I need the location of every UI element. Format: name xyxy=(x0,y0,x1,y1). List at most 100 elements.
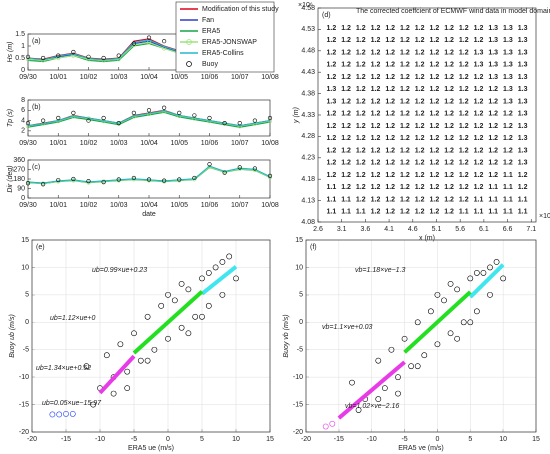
series-marker xyxy=(101,115,106,121)
y-tick-label: 10 xyxy=(21,264,29,271)
fit-line xyxy=(337,360,406,420)
x-tick-label: 7.1 xyxy=(526,226,536,233)
x-tick-label: 4.1 xyxy=(384,226,394,233)
cell-value: 1.2 xyxy=(429,49,439,56)
cell-value: 1.1 xyxy=(488,196,498,203)
point xyxy=(226,253,233,260)
annotation: ub=0.05×ue−15.97 xyxy=(42,400,102,407)
cell-value: 1.3 xyxy=(518,98,528,105)
annotation: ub=0.99×ue+0.23 xyxy=(92,267,147,274)
point xyxy=(144,313,151,320)
point xyxy=(467,319,474,326)
cell-value: 1.3 xyxy=(518,160,528,167)
cell-value: 1.2 xyxy=(385,25,395,32)
point xyxy=(375,357,382,364)
cell-value: 1.1 xyxy=(503,209,513,216)
cell-value: 1.2 xyxy=(415,25,425,32)
point xyxy=(487,264,493,271)
point xyxy=(434,291,441,298)
series-marker xyxy=(56,53,61,58)
cell-value: 1.2 xyxy=(429,147,439,154)
series-marker xyxy=(162,105,167,110)
cell-value: 1.2 xyxy=(356,172,366,179)
cell-value: 1.2 xyxy=(371,49,381,56)
cell-value: 1.2 xyxy=(444,86,454,93)
cell-value: 1.2 xyxy=(415,160,425,167)
x-tick-label: -10 xyxy=(95,436,105,443)
point xyxy=(401,335,408,342)
cell-value: 1.2 xyxy=(474,74,484,81)
point xyxy=(199,313,205,320)
cell-value: 1.3 xyxy=(503,98,513,105)
point xyxy=(56,411,63,418)
cell-value: 1.2 xyxy=(341,86,351,93)
series-marker xyxy=(41,58,46,63)
annotation: vb=1.1×ve+0.03 xyxy=(322,324,373,331)
x-tick-label: 10/03 xyxy=(110,202,128,209)
cell-value: 1.2 xyxy=(400,74,410,81)
cell-value: 1.2 xyxy=(400,184,410,191)
point xyxy=(441,297,447,304)
series-marker xyxy=(101,55,106,61)
cell-value: 1.2 xyxy=(444,37,454,44)
cell-value: 1.1 xyxy=(488,209,498,216)
cell-value: 1.3 xyxy=(518,74,528,81)
cell-value: 1.1 xyxy=(341,209,351,216)
x-tick-label: 0 xyxy=(435,436,439,443)
x-tick-label: 6.6 xyxy=(503,226,513,233)
point xyxy=(110,390,117,397)
y-tick-label: 4.23 xyxy=(301,155,315,162)
cell-value: 1.2 xyxy=(341,98,351,105)
x-tick-label: -10 xyxy=(367,436,377,443)
x-tick-label: 3.1 xyxy=(337,226,347,233)
fit-line xyxy=(132,290,204,355)
y-tick-label: 2 xyxy=(21,128,25,135)
series-marker xyxy=(267,173,273,178)
y-tick-label: 1 xyxy=(21,43,25,50)
cell-value: 1.1 xyxy=(459,209,469,216)
series-marker xyxy=(192,113,197,118)
cell-value: 1.2 xyxy=(356,123,366,130)
annotation: ub=1.12×ue+0 xyxy=(50,315,95,322)
cell-value: 1.2 xyxy=(444,111,454,118)
cell-value: 1.3 xyxy=(503,37,513,44)
axes-box xyxy=(27,99,271,137)
cell-value: 1.2 xyxy=(474,160,484,167)
cell-value: 1.2 xyxy=(444,123,454,130)
point xyxy=(493,259,500,265)
cell-value: 1.2 xyxy=(371,196,381,203)
cell-value: 1.1 xyxy=(503,184,513,191)
series-marker xyxy=(116,121,121,126)
point xyxy=(205,270,212,276)
y-axis-label: Buoy vb (m/s) xyxy=(283,314,290,357)
series-marker xyxy=(25,54,31,59)
cell-value: 1.2 xyxy=(385,37,395,44)
cell-value: 1.2 xyxy=(385,172,395,179)
cell-value: 1.2 xyxy=(488,135,498,142)
series-marker xyxy=(86,118,91,123)
series-marker xyxy=(41,55,46,61)
cell-value: 1.3 xyxy=(488,25,498,32)
cell-value: 1.2 xyxy=(474,86,484,93)
y-tick-label: 0.5 xyxy=(15,55,25,62)
y-tick-label: 4.33 xyxy=(301,112,315,119)
point xyxy=(434,341,441,348)
axes-box xyxy=(31,239,271,433)
cell-value: 1.2 xyxy=(459,86,469,93)
series-marker xyxy=(177,110,182,115)
point xyxy=(395,390,401,397)
cell-value: 1.2 xyxy=(385,147,395,154)
cell-value: 1.3 xyxy=(518,62,528,69)
y-tick-label: 1.5 xyxy=(15,31,25,38)
x-tick-label: 10/05 xyxy=(170,140,188,147)
cell-value: 1.2 xyxy=(415,74,425,81)
x-tick-label: 10/06 xyxy=(201,74,219,81)
cell-value: 1.3 xyxy=(488,49,498,56)
cell-value: 1.1 xyxy=(488,184,498,191)
annotation: vb=1.18×ve−1.3 xyxy=(355,267,406,274)
point xyxy=(329,420,336,427)
cell-value: 1.2 xyxy=(429,98,439,105)
cell-value: 1.2 xyxy=(385,160,395,167)
cell-value: 1.2 xyxy=(356,160,366,167)
cell-value: 1.2 xyxy=(385,49,395,56)
